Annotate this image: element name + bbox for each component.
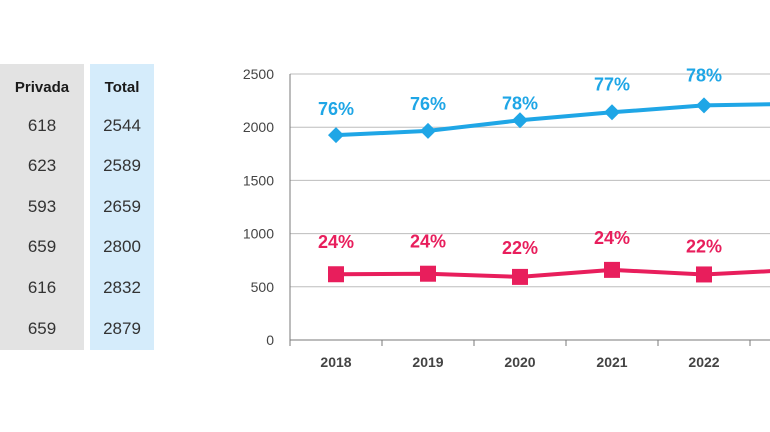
data-label: 78% [502,93,538,113]
series-line [335,267,770,279]
total-cell: 2659 [103,197,141,216]
total-cell: 2800 [103,237,141,256]
data-label: 76% [410,94,446,114]
x-tick-label: 2018 [320,354,351,370]
data-point-marker [604,261,620,278]
data-label: 76% [318,99,354,119]
data-label: 22% [502,238,538,258]
data-point-marker [420,265,436,282]
x-tick-label: 2020 [504,354,535,370]
x-tick-label: 2021 [596,354,627,370]
privada-cell: 659 [27,237,57,256]
total-cell: 2589 [103,156,141,175]
x-tick-label: 2019 [412,354,443,370]
y-tick-label: 1000 [243,226,274,242]
data-label: 77% [594,74,630,94]
data-point-marker [696,266,712,283]
data-point-marker [328,266,344,283]
data-label: 22% [686,236,722,256]
data-point-marker [696,97,712,114]
y-tick-label: 2000 [243,119,274,135]
y-tick-label: 2500 [243,66,274,82]
data-point-marker [420,122,436,139]
data-point-marker [328,127,344,144]
total-cell: 2879 [103,319,141,338]
data-label: 24% [318,232,354,252]
data-label: 24% [410,232,446,252]
privada-column: Privada 618 623 593 659 616 659 [0,64,84,350]
data-point-marker [512,112,528,129]
privada-header: Privada [14,79,70,96]
data-label: 78% [686,65,722,85]
line-chart: 0 500 1000 1500 2000 2500 2018 2019 2020 2021 2022… [243,65,770,370]
y-tick-label: 0 [266,332,274,348]
y-tick-label: 500 [251,279,275,295]
total-cell: 2544 [103,116,141,135]
total-cell: 2832 [103,278,141,297]
privada-cell: 593 [27,197,57,216]
data-label: 24% [594,228,630,248]
privada-cell: 623 [27,156,57,175]
total-header: Total [104,79,140,96]
data-point-marker [512,268,528,285]
data-point-marker [604,104,620,121]
privada-cell: 616 [27,278,57,297]
total-column: Total 2544 2589 2659 2800 2832 2879 [90,64,154,350]
series-line [335,102,770,138]
y-tick-label: 1500 [243,172,274,188]
privada-cell: 618 [27,116,57,135]
x-tick-label: 2022 [688,354,719,370]
privada-cell: 659 [27,319,57,338]
